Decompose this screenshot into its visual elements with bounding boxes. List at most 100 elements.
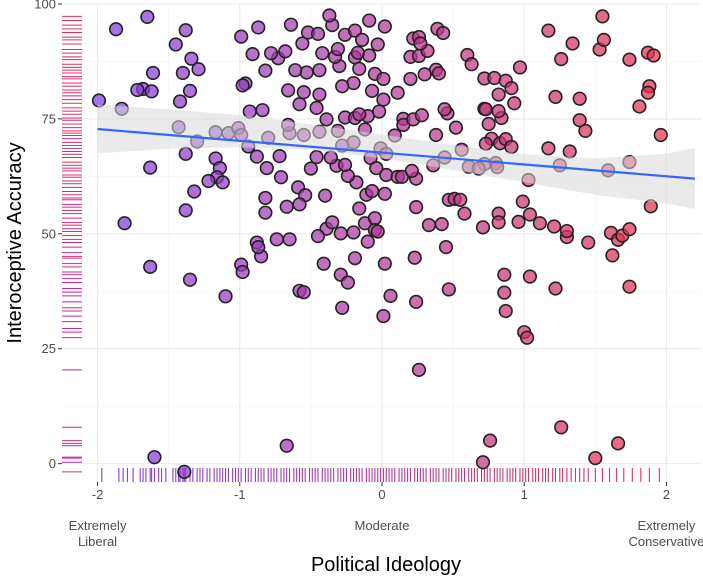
data-point: [312, 87, 327, 102]
data-point: [245, 46, 260, 62]
data-point: [403, 71, 418, 87]
data-point: [515, 194, 530, 209]
data-point: [303, 161, 318, 176]
data-point: [376, 308, 391, 324]
data-point: [279, 438, 294, 453]
data-point: [581, 235, 596, 250]
data-point: [130, 82, 145, 98]
data-point: [258, 63, 273, 78]
data-point: [554, 52, 569, 67]
data-point: [292, 97, 307, 112]
data-point: [409, 294, 424, 309]
data-point: [288, 63, 303, 78]
data-point: [369, 160, 384, 176]
data-point: [548, 281, 563, 296]
data-point: [251, 240, 266, 255]
data-point: [370, 224, 385, 239]
data-point: [572, 113, 587, 128]
data-point: [390, 85, 405, 100]
y-axis-title: Interoceptive Accuracy: [4, 142, 26, 343]
data-point: [377, 19, 392, 34]
data-point: [335, 79, 350, 94]
data-point: [541, 23, 556, 38]
x-category-label: Moderate: [355, 518, 410, 533]
data-point: [259, 160, 274, 176]
x-tick-label: 0: [378, 487, 385, 502]
data-point: [296, 285, 311, 300]
data-point: [491, 87, 506, 102]
data-point: [548, 89, 563, 104]
data-point: [572, 91, 587, 106]
data-point: [175, 65, 190, 81]
data-point: [147, 450, 162, 465]
data-point: [263, 46, 279, 61]
data-point: [622, 222, 637, 237]
data-point: [315, 46, 330, 61]
data-point: [333, 226, 348, 241]
data-point: [379, 167, 394, 183]
data-point: [377, 186, 392, 201]
x-tick-label: 2: [663, 487, 670, 502]
x-category-label: Liberal: [78, 534, 117, 549]
data-point: [143, 259, 158, 275]
data-point: [632, 99, 647, 114]
data-point: [323, 150, 338, 165]
data-point: [272, 149, 287, 164]
data-point: [376, 92, 391, 107]
data-point: [364, 183, 380, 199]
data-point: [292, 197, 307, 212]
data-point: [299, 65, 314, 80]
data-point: [554, 420, 569, 435]
trend: [97, 104, 695, 209]
data-point: [522, 207, 538, 222]
data-point: [404, 163, 419, 178]
data-point: [337, 157, 353, 172]
data-point: [295, 36, 310, 51]
data-point: [595, 9, 610, 24]
data-point: [504, 139, 519, 155]
data-point: [218, 289, 233, 304]
data-point: [541, 141, 556, 156]
y-rug: [62, 15, 82, 473]
data-point: [187, 184, 202, 199]
data-point: [278, 44, 293, 59]
y-tick-label: 100: [34, 0, 56, 12]
data-point: [234, 29, 249, 44]
data-point: [184, 51, 199, 66]
y-tick-label: 25: [42, 341, 56, 356]
trend-line: [97, 127, 695, 180]
data-point: [143, 160, 158, 175]
data-point: [273, 170, 289, 185]
data-point: [438, 240, 454, 255]
data-point: [319, 112, 334, 127]
data-point: [191, 62, 206, 77]
data-point: [316, 256, 331, 271]
data-point: [145, 65, 161, 81]
data-point: [491, 215, 506, 230]
data-point: [255, 103, 270, 118]
data-point: [235, 78, 250, 93]
data-point: [354, 32, 370, 47]
data-point: [512, 60, 528, 75]
data-point: [340, 275, 355, 290]
data-point: [108, 22, 124, 37]
data-point: [436, 25, 451, 41]
data-point: [605, 248, 620, 263]
data-point: [497, 285, 512, 300]
data-point: [411, 362, 427, 377]
data-point: [417, 67, 432, 82]
data-point: [464, 57, 479, 72]
x-tick-label: -2: [92, 487, 104, 502]
data-point: [622, 279, 637, 294]
data-point: [640, 85, 656, 100]
data-point: [482, 433, 498, 448]
data-point: [414, 108, 429, 123]
data-point: [578, 123, 593, 138]
data-point: [372, 104, 387, 119]
data-point: [352, 201, 367, 216]
data-point: [362, 48, 377, 63]
data-point: [352, 61, 367, 76]
data-point: [178, 203, 193, 218]
